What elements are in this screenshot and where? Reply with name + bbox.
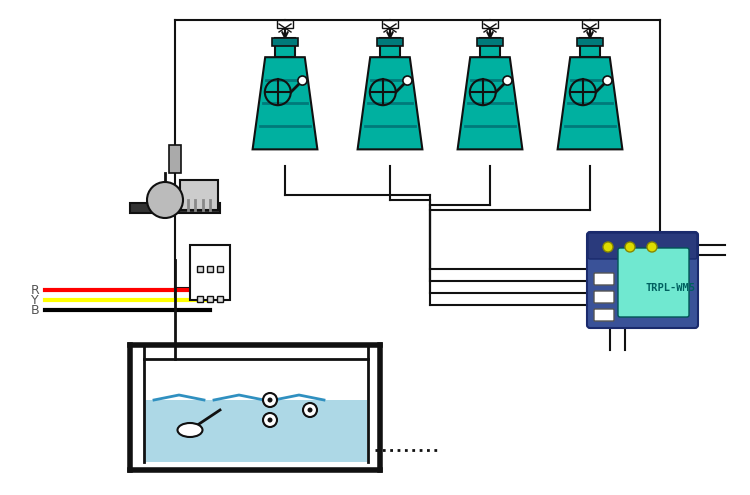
Text: TRPL-WM5: TRPL-WM5: [646, 283, 695, 293]
FancyBboxPatch shape: [145, 400, 367, 462]
FancyBboxPatch shape: [190, 245, 230, 300]
FancyBboxPatch shape: [217, 296, 223, 302]
FancyBboxPatch shape: [594, 291, 614, 303]
FancyBboxPatch shape: [480, 38, 500, 57]
FancyBboxPatch shape: [482, 20, 498, 28]
FancyBboxPatch shape: [207, 296, 213, 302]
Circle shape: [625, 242, 635, 252]
Circle shape: [268, 417, 272, 423]
FancyBboxPatch shape: [594, 273, 614, 285]
FancyBboxPatch shape: [272, 38, 298, 46]
Circle shape: [263, 393, 277, 407]
FancyBboxPatch shape: [169, 145, 181, 173]
FancyBboxPatch shape: [130, 203, 220, 213]
FancyBboxPatch shape: [217, 266, 223, 272]
FancyBboxPatch shape: [587, 232, 698, 328]
FancyBboxPatch shape: [577, 38, 603, 46]
FancyBboxPatch shape: [377, 38, 403, 46]
FancyBboxPatch shape: [594, 309, 614, 321]
FancyBboxPatch shape: [618, 248, 689, 317]
FancyBboxPatch shape: [277, 20, 293, 28]
Circle shape: [303, 403, 317, 417]
Circle shape: [503, 76, 512, 85]
Polygon shape: [557, 57, 622, 149]
Circle shape: [263, 413, 277, 427]
Circle shape: [308, 407, 313, 412]
Text: Y: Y: [32, 294, 39, 306]
Polygon shape: [253, 57, 317, 149]
Ellipse shape: [178, 423, 203, 437]
Circle shape: [298, 76, 307, 85]
Circle shape: [603, 76, 612, 85]
FancyBboxPatch shape: [588, 233, 697, 259]
FancyBboxPatch shape: [477, 38, 503, 46]
FancyBboxPatch shape: [197, 266, 203, 272]
Circle shape: [268, 397, 272, 402]
FancyBboxPatch shape: [180, 180, 218, 210]
FancyBboxPatch shape: [197, 296, 203, 302]
Circle shape: [147, 182, 183, 218]
FancyBboxPatch shape: [380, 38, 400, 57]
Circle shape: [603, 242, 613, 252]
FancyBboxPatch shape: [580, 38, 600, 57]
FancyBboxPatch shape: [207, 266, 213, 272]
Circle shape: [647, 242, 657, 252]
Text: B: B: [31, 303, 39, 316]
Circle shape: [403, 76, 412, 85]
FancyBboxPatch shape: [582, 20, 598, 28]
Polygon shape: [358, 57, 422, 149]
Polygon shape: [458, 57, 523, 149]
FancyBboxPatch shape: [275, 38, 295, 57]
FancyBboxPatch shape: [382, 20, 398, 28]
Text: R: R: [31, 284, 39, 297]
